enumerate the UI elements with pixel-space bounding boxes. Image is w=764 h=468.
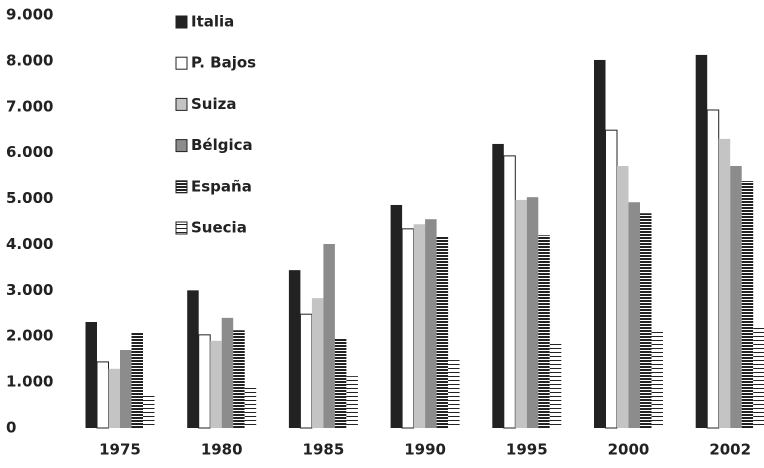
bar (526, 197, 539, 428)
legend-label: España (191, 177, 252, 195)
bar (605, 129, 618, 429)
y-tick-label: 7.000 (6, 97, 53, 115)
bar (594, 59, 606, 429)
bar (515, 199, 527, 428)
x-tick-label: 1975 (99, 441, 141, 459)
y-tick-label: 4.000 (6, 235, 53, 253)
bar (695, 54, 708, 428)
bar (131, 333, 143, 428)
bar (210, 340, 222, 428)
legend-label: Italia (191, 13, 234, 31)
legend-swatch (175, 180, 188, 194)
legend-swatch (175, 221, 188, 235)
bar (413, 224, 426, 428)
legend-swatch (175, 56, 188, 70)
bar (299, 313, 313, 429)
bar (221, 317, 234, 428)
bar (753, 326, 764, 428)
bar (346, 376, 358, 428)
x-tick-label: 1980 (201, 441, 243, 459)
bar (187, 290, 199, 428)
bar (96, 361, 109, 429)
x-tick-label: 1985 (303, 441, 345, 459)
bar (448, 360, 460, 428)
bar (233, 330, 245, 428)
legend-swatch (175, 139, 188, 153)
y-tick-label: 3.000 (6, 281, 53, 299)
x-tick-label: 1995 (506, 441, 548, 459)
bar (617, 165, 629, 429)
bar (198, 334, 211, 429)
bar (730, 165, 742, 429)
legend-label: Suecia (191, 219, 247, 237)
bar (108, 368, 120, 428)
bar (425, 219, 437, 428)
bar (492, 143, 504, 428)
bar (640, 213, 652, 428)
bar (401, 228, 415, 429)
bar (334, 338, 347, 428)
bar (741, 181, 754, 428)
y-tick-label: 5.000 (6, 189, 53, 207)
y-tick-label: 6.000 (6, 143, 53, 161)
bar (503, 155, 516, 429)
y-tick-label: 0 (6, 419, 16, 437)
x-tick-label: 2002 (709, 441, 751, 459)
legend-label: Bélgica (191, 136, 253, 154)
bar (718, 138, 731, 428)
legend-label: Suiza (191, 95, 236, 113)
bar (311, 298, 324, 428)
bar (549, 342, 562, 428)
bar (120, 349, 132, 428)
x-tick-label: 1990 (404, 441, 446, 459)
legend-swatch (175, 97, 188, 111)
legend-label: P. Bajos (191, 54, 256, 72)
y-tick-label: 1.000 (6, 373, 53, 391)
y-tick-label: 2.000 (6, 327, 53, 345)
bar (244, 387, 257, 428)
bar (288, 270, 301, 428)
x-tick-label: 2000 (608, 441, 650, 459)
bar (628, 202, 640, 428)
y-tick-label: 9.000 (6, 6, 53, 24)
bar (706, 109, 720, 429)
y-tick-label: 8.000 (6, 51, 53, 69)
bar (390, 204, 403, 428)
bar (538, 235, 550, 428)
bar (323, 243, 335, 428)
legend-swatch (175, 15, 188, 29)
bar (651, 331, 663, 428)
bar (85, 321, 97, 428)
bar (143, 393, 155, 428)
bar (436, 236, 449, 428)
